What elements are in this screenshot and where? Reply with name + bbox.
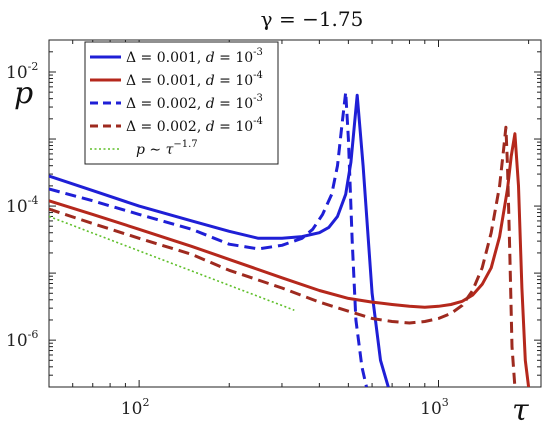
y-tick-label: 10-6: [6, 328, 38, 351]
x-axis-label: τ: [512, 393, 529, 428]
y-tick-label: 10-2: [6, 60, 38, 83]
series-group: [49, 90, 531, 387]
x-tick-label: 103: [420, 396, 449, 419]
series-line-1: [49, 93, 390, 387]
y-tick-label: 10-4: [6, 194, 38, 217]
legend-label-4: Δ = 0.002, d = 10-4: [126, 116, 263, 135]
series-line-4: [49, 125, 517, 387]
series-line-5: [49, 215, 295, 311]
legend: Δ = 0.001, d = 10-3 Δ = 0.001, d = 10-4 Δ …: [84, 41, 279, 165]
chart-title: γ = −1.75: [261, 7, 364, 31]
axis-tick-labels: 102 103 10-2 10-4 10-6: [6, 60, 449, 419]
legend-label-2: Δ = 0.001, d = 10-4: [126, 70, 263, 89]
legend-label-3: Δ = 0.002, d = 10-3: [126, 93, 263, 112]
legend-label-5: p ∼ τ−1.7: [136, 139, 198, 158]
y-axis-label: p: [14, 76, 33, 111]
axis-ticks: [48, 39, 541, 388]
legend-label-1: Δ = 0.001, d = 10-3: [126, 47, 263, 66]
series-line-3: [49, 90, 368, 387]
series-line-2: [49, 132, 531, 387]
x-tick-label: 102: [121, 396, 150, 419]
